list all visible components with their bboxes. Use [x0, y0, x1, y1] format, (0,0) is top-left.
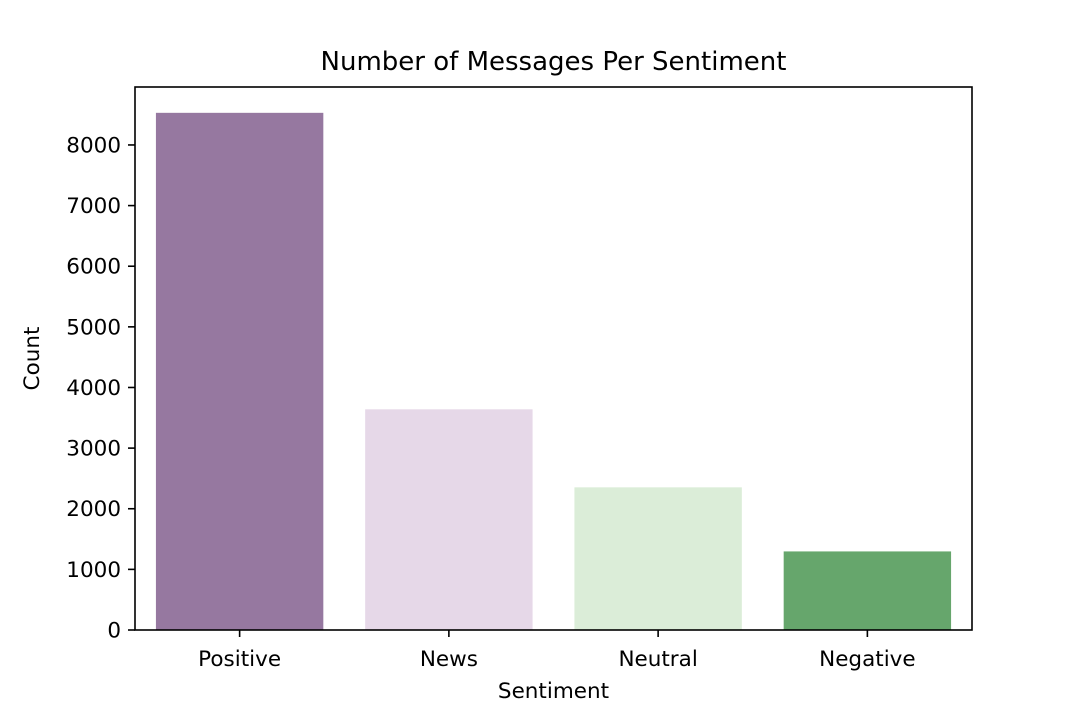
bars-group — [155, 112, 952, 631]
y-axis-title: Count — [20, 327, 45, 391]
bar-neutral — [574, 487, 742, 630]
y-tick-label: 8000 — [66, 133, 121, 158]
y-tick-label: 7000 — [66, 194, 121, 219]
y-tick-label: 2000 — [66, 497, 121, 522]
chart-title: Number of Messages Per Sentiment — [321, 47, 787, 77]
x-tick-label: Positive — [198, 647, 281, 672]
y-tick-label: 5000 — [66, 315, 121, 340]
x-tick-label: News — [420, 647, 478, 672]
bar-positive — [155, 112, 324, 631]
x-tick-label: Neutral — [618, 647, 697, 672]
bar-negative — [783, 551, 952, 630]
x-axis-title: Sentiment — [498, 679, 609, 704]
x-axis-ticks: Positive News Neutral Negative — [198, 630, 916, 672]
y-tick-label: 4000 — [66, 376, 121, 401]
bar-news — [365, 409, 533, 630]
plot-frame — [134, 86, 973, 631]
y-axis-ticks: 0 1000 2000 3000 4000 5000 6000 7000 8000 — [66, 133, 135, 644]
y-tick-label: 6000 — [66, 255, 121, 280]
y-tick-label: 1000 — [66, 558, 121, 583]
y-tick-label: 0 — [107, 619, 121, 644]
x-tick-label: Negative — [819, 647, 916, 672]
y-tick-label: 3000 — [66, 437, 121, 462]
